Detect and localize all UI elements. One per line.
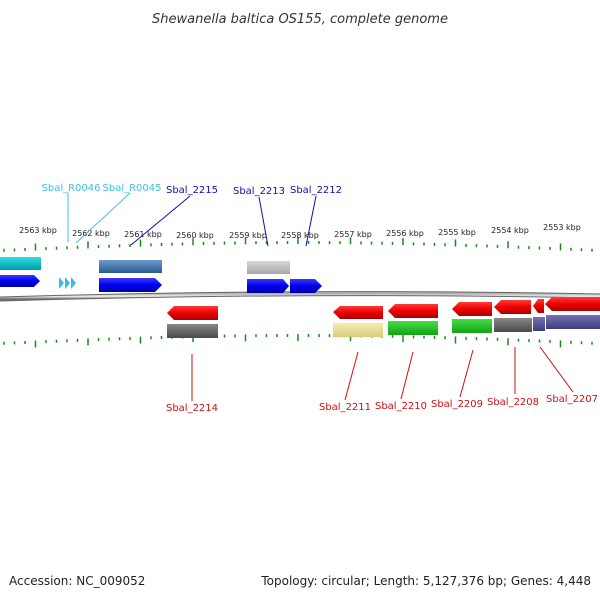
gene-label-sbal-2214[interactable]: Sbal_2214 bbox=[166, 403, 218, 414]
forward-track-2 bbox=[0, 275, 322, 293]
feature-arrow-sbal-2213[interactable] bbox=[247, 279, 289, 293]
scale-label-2557: 2557 kbp bbox=[334, 230, 372, 239]
callout-line-sbal-2210 bbox=[400, 351, 414, 400]
feature-arrow-forward[interactable] bbox=[0, 275, 40, 287]
feature-arrow-sbal-2209[interactable] bbox=[452, 302, 492, 316]
genome-backbone-highlight bbox=[0, 292, 600, 301]
gene-label-sbal-2211[interactable]: Sbal_2211 bbox=[319, 402, 371, 413]
callout-line-sbal-r0045 bbox=[75, 192, 131, 244]
feature-darkgray-block-1[interactable] bbox=[167, 324, 218, 338]
scale-label-2558: 2558 kbp bbox=[281, 231, 319, 240]
feature-arrow-sbal-2211[interactable] bbox=[333, 306, 383, 319]
feature-purple-block-1[interactable] bbox=[533, 317, 545, 331]
feature-arrow-sbal-2215[interactable] bbox=[99, 278, 162, 292]
scale-ticks-top bbox=[3, 237, 593, 252]
gene-label-sbal-r0046[interactable]: Sbal_R0046 bbox=[42, 183, 101, 194]
forward-track-1 bbox=[0, 257, 290, 274]
gene-label-sbal-2212[interactable]: Sbal_2212 bbox=[290, 185, 342, 196]
callout-line-sbal-2213 bbox=[258, 196, 269, 247]
scale-label-2559: 2559 kbp bbox=[229, 231, 267, 240]
feature-lightgray-block[interactable] bbox=[247, 261, 290, 274]
feature-darkgray-block-2[interactable] bbox=[494, 318, 532, 332]
gene-label-sbal-r0045[interactable]: Sbal_R0045 bbox=[103, 183, 162, 194]
feature-yellow-block[interactable] bbox=[333, 323, 383, 337]
feature-green-block-1[interactable] bbox=[388, 321, 438, 335]
map-title: Shewanella baltica OS155, complete genom… bbox=[152, 12, 448, 27]
feature-arrow-rna-1[interactable] bbox=[59, 277, 64, 289]
callout-line-sbal-2207 bbox=[539, 346, 574, 393]
callout-line-sbal-2211 bbox=[344, 351, 359, 401]
callout-line-sbal-2215 bbox=[130, 195, 191, 246]
feature-purple-block-2[interactable] bbox=[546, 315, 600, 329]
gene-label-sbal-2209[interactable]: Sbal_2209 bbox=[431, 399, 483, 410]
scale-label-2560: 2560 kbp bbox=[176, 231, 214, 240]
feature-arrow-sbal-2207[interactable] bbox=[545, 297, 600, 311]
feature-steel-block[interactable] bbox=[99, 260, 162, 273]
feature-arrow-sbal-2212[interactable] bbox=[290, 279, 322, 293]
scale-label-2562: 2562 kbp bbox=[72, 229, 110, 238]
gene-label-sbal-2213[interactable]: Sbal_2213 bbox=[233, 186, 285, 197]
feature-arrow-sbal-2214[interactable] bbox=[167, 306, 218, 320]
scale-ticks-bottom bbox=[3, 334, 593, 348]
scale-label-2555: 2555 kbp bbox=[438, 228, 476, 237]
callout-line-sbal-2209 bbox=[459, 349, 474, 398]
feature-arrow-sbal-2208[interactable] bbox=[494, 300, 531, 314]
callout-line-sbal-2212 bbox=[305, 195, 317, 247]
feature-arrow-small[interactable] bbox=[533, 299, 544, 313]
feature-green-block-2[interactable] bbox=[452, 319, 492, 333]
reverse-track-2 bbox=[167, 315, 600, 338]
feature-arrow-sbal-2210[interactable] bbox=[388, 304, 438, 318]
gene-label-sbal-2208[interactable]: Sbal_2208 bbox=[487, 397, 539, 408]
feature-arrow-rna-3[interactable] bbox=[71, 277, 76, 289]
reverse-track-1 bbox=[167, 297, 600, 320]
gene-label-sbal-2207[interactable]: Sbal_2207 bbox=[546, 394, 598, 405]
gene-label-sbal-2210[interactable]: Sbal_2210 bbox=[375, 401, 427, 412]
feature-cyan-block[interactable] bbox=[0, 257, 41, 270]
feature-arrow-rna-2[interactable] bbox=[65, 277, 70, 289]
genome-summary-text: Topology: circular; Length: 5,127,376 bp… bbox=[260, 574, 591, 588]
scale-label-2553: 2553 kbp bbox=[543, 223, 581, 232]
gene-label-sbal-2215[interactable]: Sbal_2215 bbox=[166, 185, 218, 196]
scale-label-2556: 2556 kbp bbox=[386, 229, 424, 238]
scale-label-2563: 2563 kbp bbox=[19, 226, 57, 235]
scale-label-2554: 2554 kbp bbox=[491, 226, 529, 235]
accession-text: Accession: NC_009052 bbox=[9, 574, 145, 588]
